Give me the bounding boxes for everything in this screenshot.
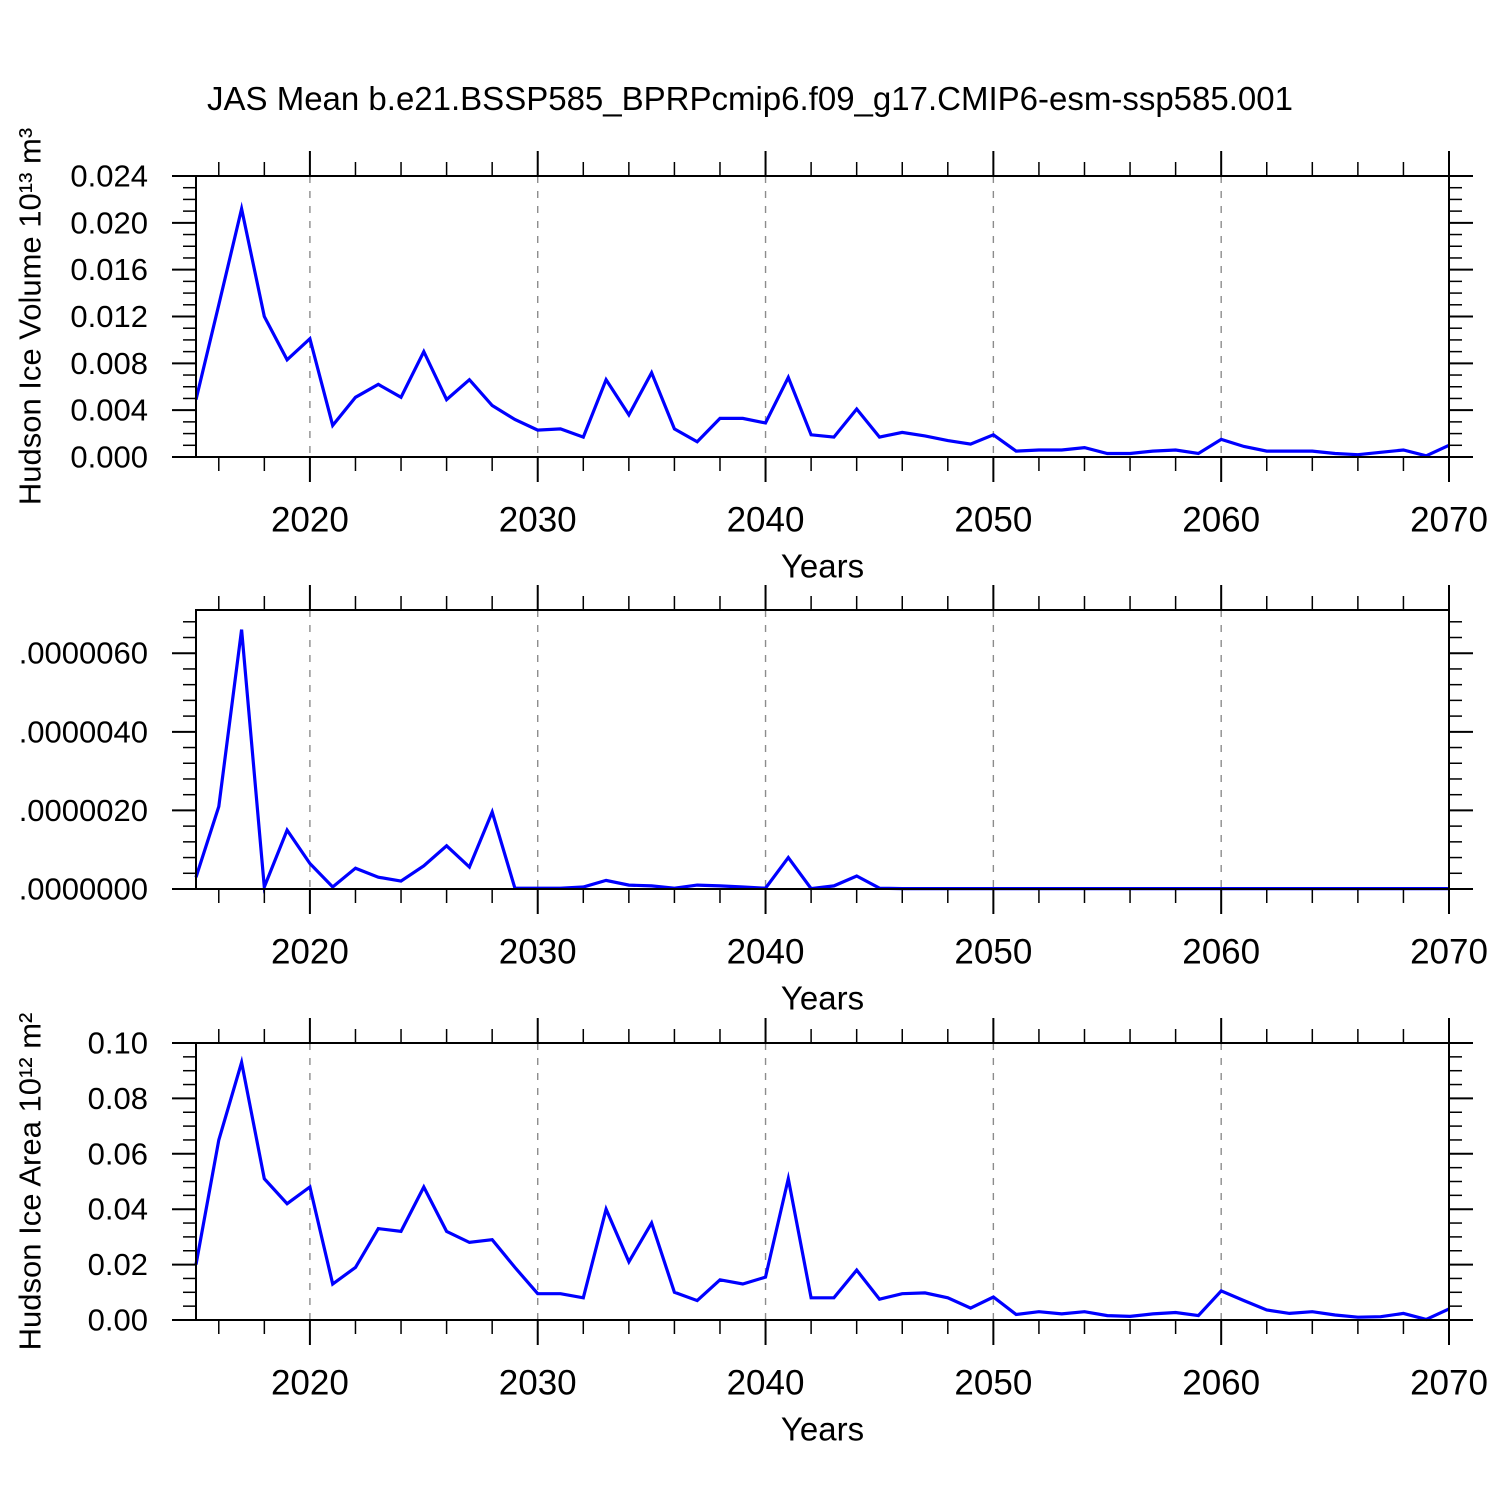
series-line-hudson-snow-volume [194,629,1449,894]
plot-frame [195,1042,1450,1321]
y-tick-label: 0.08 [88,1081,148,1116]
x-tick-label: 2040 [727,501,805,540]
y-tick-label: 0.10 [88,1026,148,1061]
panel-hudson-snow-volume: .0000000 .0000020 .0000040 .0000060 2020 2030… [19,585,1488,1017]
y-tick-label: 0.02 [88,1247,148,1282]
y-tick-label: .0000060 [19,636,148,671]
x-tick-label: 2060 [1182,501,1260,540]
x-tick-label: 2050 [954,501,1032,540]
y-tick-label: 0.024 [70,159,148,194]
y-tick-label: 0.00 [88,1303,148,1338]
x-tick-label: 2020 [271,1364,349,1403]
series-line-hudson-ice-area [194,1055,1450,1322]
y-tick-label: 0.012 [70,299,148,334]
x-tick-label: 2070 [1410,501,1488,540]
y-tick-label: 0.008 [70,346,148,381]
x-axis-title: Years [781,980,864,1017]
x-tick-label: 2050 [954,1364,1032,1403]
plot-frame [195,609,1450,890]
panel-hudson-ice-area: 0.00 0.02 0.04 0.06 0.08 0.10 2020 2030 2040 2050… [13,1013,1488,1448]
y-tick-label: 0.04 [88,1192,148,1227]
y-tick-label: 0.016 [70,252,148,287]
x-tick-label: 2040 [727,933,805,972]
series-line-hudson-ice-volume [194,201,1450,458]
y-tick-label: .0000040 [19,714,148,749]
figure-title: JAS Mean b.e21.BSSP585_BPRPcmip6.f09_g17… [207,80,1293,117]
x-tick-label: 2050 [954,933,1032,972]
x-tick-label: 2030 [499,501,577,540]
x-tick-label: 2060 [1182,1364,1260,1403]
y-tick-label: 0.06 [88,1136,148,1171]
x-tick-label: 2030 [499,1364,577,1403]
plot-frame [195,175,1450,458]
y-axis-title: Hudson Ice Volume 10¹³ m³ [13,128,48,505]
panel-hudson-ice-volume: 0.000 0.004 0.008 0.012 0.016 0.020 0.024 2020 2… [13,128,1488,585]
x-tick-label: 2060 [1182,933,1260,972]
y-tick-label: 0.000 [70,440,148,475]
y-tick-label: 0.004 [70,393,148,428]
x-tick-label: 2020 [271,933,349,972]
x-tick-label: 2040 [727,1364,805,1403]
y-axis-title: Hudson Ice Area 10¹² m² [13,1013,48,1351]
x-axis-title: Years [781,548,864,585]
y-tick-label: .0000000 [19,872,148,907]
y-tick-label: 0.020 [70,205,148,240]
x-tick-label: 2070 [1410,933,1488,972]
x-tick-label: 2030 [499,933,577,972]
x-tick-label: 2020 [271,501,349,540]
x-tick-label: 2070 [1410,1364,1488,1403]
x-axis-title: Years [781,1411,864,1448]
y-tick-label: .0000020 [19,793,148,828]
